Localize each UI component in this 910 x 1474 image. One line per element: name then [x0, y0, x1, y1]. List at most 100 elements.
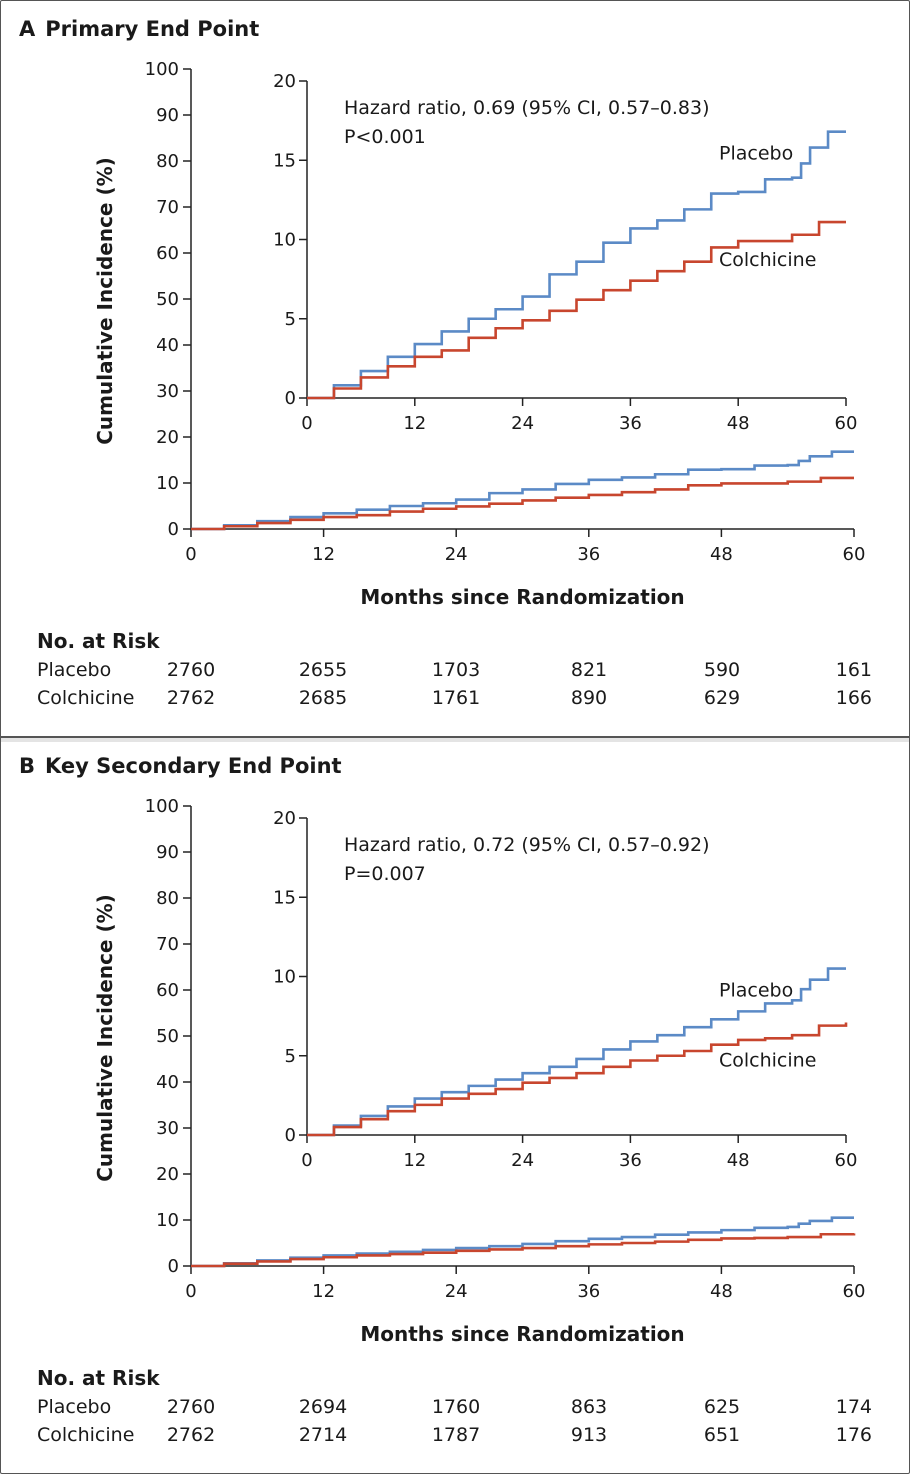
- panel-letter: A: [19, 17, 36, 41]
- panel-divider: [1, 736, 909, 742]
- y-tick-label: 40: [156, 335, 179, 356]
- risk-cell: 1703: [431, 659, 481, 681]
- y-tick-label: 80: [156, 151, 179, 172]
- x-axis-label: Months since Randomization: [360, 1322, 684, 1346]
- inset-series-line-colchicine: [307, 1022, 848, 1137]
- risk-cell: 1787: [431, 1424, 481, 1446]
- x-tick-label: 48: [710, 1281, 733, 1302]
- inset-y-tick-label: 10: [273, 967, 296, 988]
- y-tick-label: 60: [156, 243, 179, 264]
- panel-title-text: Primary End Point: [45, 17, 260, 41]
- series-label-placebo: Placebo: [719, 980, 793, 1002]
- inset-x-tick-label: 60: [835, 413, 858, 434]
- inset-x-tick-label: 48: [727, 1150, 750, 1171]
- inset-y-tick-label: 0: [285, 1125, 296, 1146]
- y-axis-label: Cumulative Incidence (%): [93, 894, 117, 1182]
- y-tick-label: 100: [145, 796, 179, 817]
- inset-x-tick-label: 0: [301, 1150, 312, 1171]
- risk-cell: 629: [703, 687, 741, 709]
- series-label-colchicine: Colchicine: [719, 1049, 816, 1071]
- inset-x-tick-label: 60: [835, 1150, 858, 1171]
- x-tick-label: 24: [445, 1281, 468, 1302]
- panel-b: B Key Secondary End Point 0 10 20 30 40 50 60 70…: [1, 738, 909, 1473]
- y-tick-label: 10: [156, 473, 179, 494]
- risk-cell: 2694: [298, 1396, 348, 1418]
- y-tick-label: 90: [156, 105, 179, 126]
- y-tick-label: 80: [156, 888, 179, 909]
- y-tick-label: 100: [145, 59, 179, 80]
- risk-cell: 1760: [431, 1396, 481, 1418]
- series-label-colchicine: Colchicine: [719, 249, 816, 271]
- risk-cell: 821: [570, 659, 608, 681]
- y-tick-label: 50: [156, 1026, 179, 1047]
- series-line-colchicine: [191, 476, 854, 531]
- y-axis-label: Cumulative Incidence (%): [93, 157, 117, 445]
- y-tick-label: 90: [156, 842, 179, 863]
- inset-y-tick-label: 10: [273, 230, 296, 251]
- inset-y-tick-label: 20: [273, 71, 296, 92]
- x-tick-label: 12: [312, 544, 335, 565]
- series-line-placebo: [191, 450, 854, 531]
- risk-cell: 2685: [298, 687, 348, 709]
- inset-y-tick-label: 20: [273, 808, 296, 829]
- panel-title-text: Key Secondary End Point: [45, 754, 342, 778]
- y-tick-label: 30: [156, 381, 179, 402]
- inset-x-tick-label: 36: [619, 413, 642, 434]
- risk-cell: 651: [703, 1424, 741, 1446]
- risk-cell: 913: [570, 1424, 608, 1446]
- risk-cell: 625: [703, 1396, 741, 1418]
- panel-letter: B: [19, 754, 36, 778]
- risk-cell: 2714: [298, 1424, 348, 1446]
- x-tick-label: 0: [185, 544, 196, 565]
- x-tick-label: 24: [445, 544, 468, 565]
- inset-y-tick-label: 5: [285, 1046, 296, 1067]
- hazard-ratio-text: Hazard ratio, 0.69 (95% CI, 0.57–0.83): [344, 97, 710, 119]
- inset-x-tick-label: 12: [403, 1150, 426, 1171]
- inset-y-tick-label: 0: [285, 388, 296, 409]
- y-tick-label: 20: [156, 427, 179, 448]
- risk-cell: 890: [570, 687, 608, 709]
- risk-cell: 2655: [298, 659, 348, 681]
- panel-title: A Primary End Point: [19, 17, 259, 41]
- inset-x-tick-label: 36: [619, 1150, 642, 1171]
- inset-x-tick-label: 12: [403, 413, 426, 434]
- risk-table-header: No. at Risk: [37, 1366, 160, 1390]
- inset-x-tick-label: 48: [727, 413, 750, 434]
- risk-cell: 161: [835, 659, 872, 681]
- series-label-placebo: Placebo: [719, 143, 793, 165]
- y-tick-label: 20: [156, 1164, 179, 1185]
- inset-series-line-colchicine: [307, 220, 846, 400]
- y-tick-label: 60: [156, 980, 179, 1001]
- inset-series-line-placebo: [307, 130, 846, 400]
- hazard-ratio-text: Hazard ratio, 0.72 (95% CI, 0.57–0.92): [344, 834, 710, 856]
- risk-table-header: No. at Risk: [37, 629, 160, 653]
- x-tick-label: 48: [710, 544, 733, 565]
- y-tick-label: 0: [168, 519, 179, 540]
- risk-row-label-placebo: Placebo: [37, 659, 112, 681]
- risk-cell: 2760: [166, 659, 216, 681]
- x-tick-label: 60: [843, 544, 866, 565]
- p-value-text: P=0.007: [344, 863, 426, 885]
- y-tick-label: 70: [156, 934, 179, 955]
- p-value-text: P<0.001: [344, 126, 426, 148]
- risk-cell: 2762: [166, 687, 216, 709]
- risk-row-label-colchicine: Colchicine: [37, 1424, 135, 1446]
- y-tick-label: 30: [156, 1118, 179, 1139]
- x-axis-label: Months since Randomization: [360, 585, 684, 609]
- risk-row-label-colchicine: Colchicine: [37, 687, 135, 709]
- y-tick-label: 10: [156, 1210, 179, 1231]
- y-tick-label: 40: [156, 1072, 179, 1093]
- series-line-colchicine: [191, 1232, 856, 1268]
- y-tick-label: 0: [168, 1256, 179, 1277]
- x-tick-label: 60: [843, 1281, 866, 1302]
- risk-cell: 863: [570, 1396, 608, 1418]
- risk-cell: 2762: [166, 1424, 216, 1446]
- risk-cell: 174: [835, 1396, 872, 1418]
- x-tick-label: 0: [185, 1281, 196, 1302]
- inset-x-tick-label: 0: [301, 413, 312, 434]
- panel-title: B Key Secondary End Point: [19, 754, 342, 778]
- inset-x-tick-label: 24: [511, 1150, 534, 1171]
